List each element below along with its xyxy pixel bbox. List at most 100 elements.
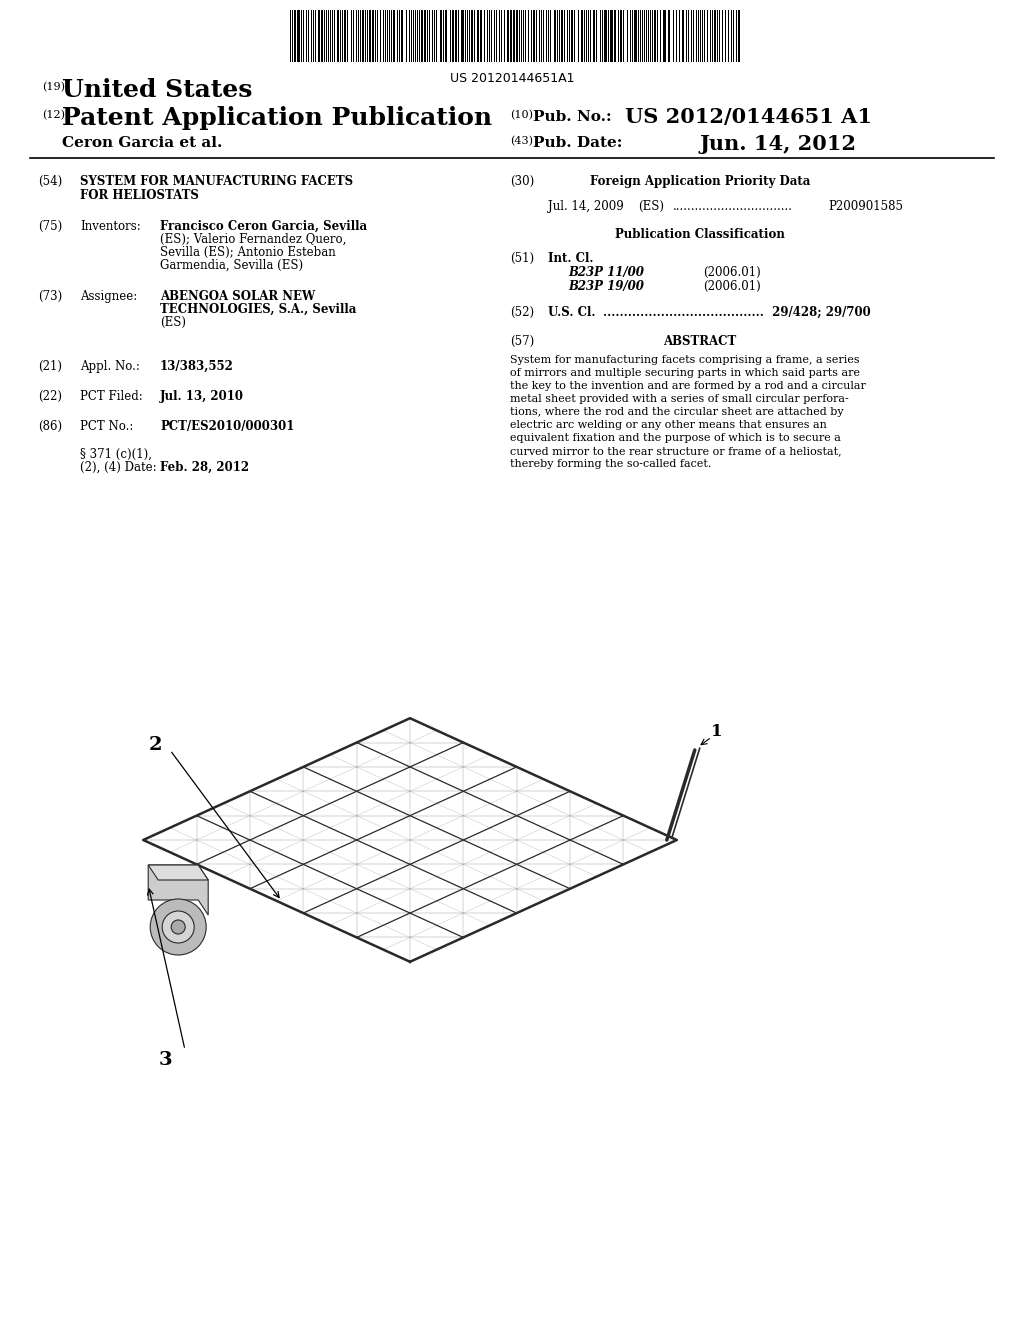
Text: § 371 (c)(1),: § 371 (c)(1), [80,447,152,461]
Text: Jun. 14, 2012: Jun. 14, 2012 [700,135,857,154]
Bar [621,11,623,62]
Bar [471,11,473,62]
Polygon shape [410,840,517,888]
Text: US 20120144651A1: US 20120144651A1 [450,73,574,84]
Text: PCT No.:: PCT No.: [80,420,133,433]
Bar [317,11,319,62]
Text: (21): (21) [38,360,62,374]
Bar [393,11,395,62]
Polygon shape [197,791,303,840]
Bar [321,11,323,62]
Polygon shape [356,865,463,913]
Polygon shape [148,865,208,880]
Text: U.S. Cl.: U.S. Cl. [548,306,596,319]
Text: 1: 1 [711,723,723,741]
Text: Int. Cl.: Int. Cl. [548,252,594,265]
Bar [344,11,346,62]
Bar [664,11,667,62]
Bar [461,11,464,62]
Bar [439,11,441,62]
Bar [361,11,364,62]
Text: the key to the invention and are formed by a rod and a circular: the key to the invention and are formed … [510,381,866,391]
Polygon shape [463,767,570,816]
Text: Inventors:: Inventors: [80,220,140,234]
Polygon shape [356,767,463,816]
Polygon shape [250,865,356,913]
Text: (ES): (ES) [160,315,186,329]
Text: Sevilla (ES); Antonio Esteban: Sevilla (ES); Antonio Esteban [160,246,336,259]
Text: 2: 2 [148,737,162,754]
Text: (30): (30) [510,176,535,187]
Bar [476,11,478,62]
Text: .......................................  29/428; 29/700: ....................................... … [603,306,870,319]
Text: (10): (10) [510,110,534,120]
Polygon shape [303,791,410,840]
Polygon shape [463,816,570,865]
Text: (52): (52) [510,306,535,319]
Text: Publication Classification: Publication Classification [615,228,785,242]
Bar [507,11,509,62]
Text: electric arc welding or any other means that ensures an: electric arc welding or any other means … [510,420,826,430]
Text: P200901585: P200901585 [828,201,903,213]
Bar [668,11,670,62]
Text: (2006.01): (2006.01) [703,267,761,279]
Text: (57): (57) [510,335,535,348]
Polygon shape [148,865,208,915]
Bar [634,11,637,62]
Text: PCT Filed:: PCT Filed: [80,389,142,403]
Text: B23P 19/00: B23P 19/00 [568,280,644,293]
Bar [479,11,481,62]
Text: (73): (73) [38,290,62,304]
Polygon shape [410,743,517,791]
Polygon shape [303,840,410,888]
Text: (2006.01): (2006.01) [703,280,761,293]
Text: (22): (22) [38,389,62,403]
Text: equivalent fixation and the purpose of which is to secure a: equivalent fixation and the purpose of w… [510,433,841,444]
Text: 3: 3 [158,1051,172,1069]
Text: Jul. 13, 2010: Jul. 13, 2010 [160,389,244,403]
Bar [424,11,426,62]
Text: Appl. No.:: Appl. No.: [80,360,140,374]
Polygon shape [410,791,517,840]
Text: (ES); Valerio Fernandez Quero,: (ES); Valerio Fernandez Quero, [160,234,346,246]
Polygon shape [250,816,356,865]
Text: Feb. 28, 2012: Feb. 28, 2012 [160,461,249,474]
Bar [582,11,584,62]
Polygon shape [303,743,410,791]
Polygon shape [197,840,303,888]
Polygon shape [463,865,570,913]
Polygon shape [356,816,463,865]
Text: PCT/ES2010/000301: PCT/ES2010/000301 [160,420,294,433]
Text: Pub. No.:: Pub. No.: [534,110,611,124]
Text: US 2012/0144651 A1: US 2012/0144651 A1 [625,107,872,127]
Text: thereby forming the so-called facet.: thereby forming the so-called facet. [510,459,712,469]
Text: Foreign Application Priority Data: Foreign Application Priority Data [590,176,810,187]
Bar [534,11,536,62]
Bar [738,11,740,62]
Bar [512,11,514,62]
Polygon shape [570,816,677,865]
Text: tions, where the rod and the circular sheet are attached by: tions, where the rod and the circular sh… [510,407,844,417]
Bar [294,11,296,62]
Text: (2), (4) Date:: (2), (4) Date: [80,461,157,474]
Bar [421,11,423,62]
Polygon shape [143,816,250,865]
Bar [369,11,371,62]
Bar [452,11,454,62]
Text: B23P 11/00: B23P 11/00 [568,267,644,279]
Text: (54): (54) [38,176,62,187]
Bar [610,11,613,62]
Bar [372,11,374,62]
Text: 13/383,552: 13/383,552 [160,360,233,374]
Polygon shape [517,840,624,888]
Bar [297,11,300,62]
Polygon shape [356,718,463,767]
Text: United States: United States [62,78,252,102]
Bar [554,11,556,62]
Text: metal sheet provided with a series of small circular perfora-: metal sheet provided with a series of sm… [510,393,849,404]
Text: Pub. Date:: Pub. Date: [534,136,623,150]
Circle shape [162,911,195,942]
Text: ABSTRACT: ABSTRACT [664,335,736,348]
Bar [561,11,563,62]
Text: of mirrors and multiple securing parts in which said parts are: of mirrors and multiple securing parts i… [510,368,860,378]
